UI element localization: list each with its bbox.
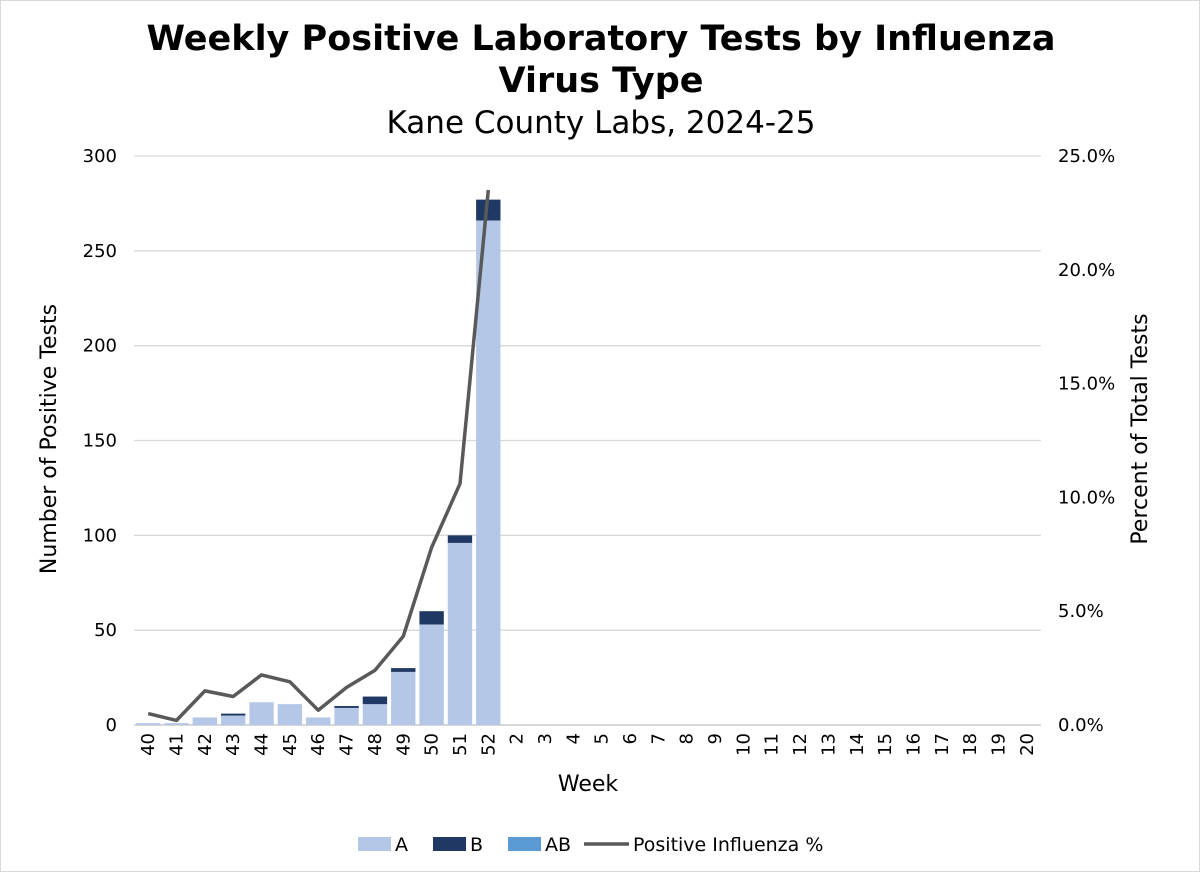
y-tick-label: 0 xyxy=(106,715,117,736)
legend-label: A xyxy=(395,834,408,856)
legend-swatch-ab xyxy=(508,837,541,851)
x-tick-label: 46 xyxy=(308,733,329,756)
legend: A B AB Positive Influenza % xyxy=(358,834,823,856)
x-tick-label: 20 xyxy=(1017,733,1038,756)
y2-tick-label: 15.0% xyxy=(1058,374,1115,395)
x-axis-ticks: 40 41 42 43 44 45 46 47 48 49 50 51 52 2 3 4 5 6 7 8 9 10 11 12… xyxy=(138,733,1038,756)
bar-b-segment xyxy=(419,611,444,625)
x-tick-label: 48 xyxy=(365,733,386,756)
y2-tick-label: 10.0% xyxy=(1058,487,1115,508)
y2-tick-label: 25.0% xyxy=(1058,146,1115,167)
gridlines xyxy=(134,155,1041,726)
x-tick-label: 43 xyxy=(223,733,244,756)
x-tick-label: 6 xyxy=(620,733,641,744)
legend-swatch-a xyxy=(358,837,391,851)
bar-b-segment xyxy=(476,199,501,221)
y-axis-right-ticks: 0.0% 5.0% 10.0% 15.0% 20.0% 25.0% xyxy=(1058,146,1115,736)
x-tick-label: 47 xyxy=(337,733,358,756)
x-tick-label: 49 xyxy=(393,733,414,756)
x-tick-label: 50 xyxy=(422,733,443,756)
bar-b-segment xyxy=(391,668,416,672)
bar-a-segment xyxy=(277,704,303,725)
x-tick-label: 8 xyxy=(677,733,698,744)
bar-a-segment xyxy=(306,717,331,725)
x-tick-label: 11 xyxy=(762,733,783,756)
bar-a-segment xyxy=(192,717,218,725)
legend-label: Positive Influenza % xyxy=(633,834,823,856)
x-tick-label: 2 xyxy=(507,733,528,744)
bar-a-segment xyxy=(164,723,189,725)
legend-label: B xyxy=(470,834,483,856)
x-tick-label: 9 xyxy=(705,733,726,744)
y-axis-label: Number of Positive Tests xyxy=(37,304,62,574)
x-tick-label: 13 xyxy=(818,733,839,756)
bar-b-segment xyxy=(334,706,359,708)
bar-a-segment xyxy=(391,671,416,725)
x-tick-label: 15 xyxy=(875,733,896,756)
x-tick-label: 40 xyxy=(138,733,159,756)
x-tick-label: 42 xyxy=(195,733,216,756)
y-tick-label: 50 xyxy=(94,620,117,641)
bar-a-segment xyxy=(476,220,501,725)
bar-b-segment xyxy=(362,696,388,705)
x-tick-label: 51 xyxy=(450,733,471,756)
x-tick-label: 14 xyxy=(847,733,868,756)
bar-b-segment xyxy=(447,535,473,543)
x-tick-label: 5 xyxy=(592,733,613,744)
x-axis-label: Week xyxy=(558,772,619,797)
bar-b-segment xyxy=(221,713,246,716)
bar-a-segment xyxy=(334,707,359,725)
x-tick-label: 44 xyxy=(252,733,273,756)
x-tick-label: 52 xyxy=(478,733,499,756)
y2-tick-label: 20.0% xyxy=(1058,260,1115,281)
x-tick-label: 7 xyxy=(648,733,669,744)
x-tick-label: 41 xyxy=(167,733,188,756)
bar-a-segment xyxy=(221,715,246,725)
x-tick-label: 4 xyxy=(563,733,584,744)
legend-label: AB xyxy=(545,834,571,856)
bars-layer xyxy=(135,199,501,725)
y-tick-label: 150 xyxy=(83,431,117,452)
chart-title-line2: Virus Type xyxy=(499,61,704,101)
x-tick-label: 19 xyxy=(988,733,1009,756)
y2-tick-label: 0.0% xyxy=(1058,715,1104,736)
x-tick-label: 10 xyxy=(733,733,754,756)
x-tick-label: 45 xyxy=(280,733,301,756)
y2-tick-label: 5.0% xyxy=(1058,601,1104,622)
y2-axis-label: Percent of Total Tests xyxy=(1128,313,1153,544)
y-tick-label: 100 xyxy=(83,525,117,546)
bar-a-segment xyxy=(362,704,388,725)
y-tick-label: 250 xyxy=(83,241,117,262)
x-tick-label: 18 xyxy=(960,733,981,756)
bar-a-segment xyxy=(135,723,161,725)
x-tick-label: 12 xyxy=(790,733,811,756)
x-tick-label: 17 xyxy=(932,733,953,756)
legend-swatch-b xyxy=(433,837,466,851)
y-tick-label: 200 xyxy=(83,336,117,357)
x-tick-label: 16 xyxy=(903,733,924,756)
bar-a-segment xyxy=(419,624,444,725)
x-tick-label: 3 xyxy=(535,733,556,744)
chart-title-line1: Weekly Positive Laboratory Tests by Infl… xyxy=(146,19,1055,59)
y-axis-left-ticks: 0 50 100 150 200 250 300 xyxy=(83,146,117,736)
bar-a-segment xyxy=(249,702,274,725)
bar-a-segment xyxy=(447,542,473,725)
chart-subtitle: Kane County Labs, 2024-25 xyxy=(387,105,816,141)
y-tick-label: 300 xyxy=(83,146,117,167)
positive-influenza-line xyxy=(147,189,491,723)
